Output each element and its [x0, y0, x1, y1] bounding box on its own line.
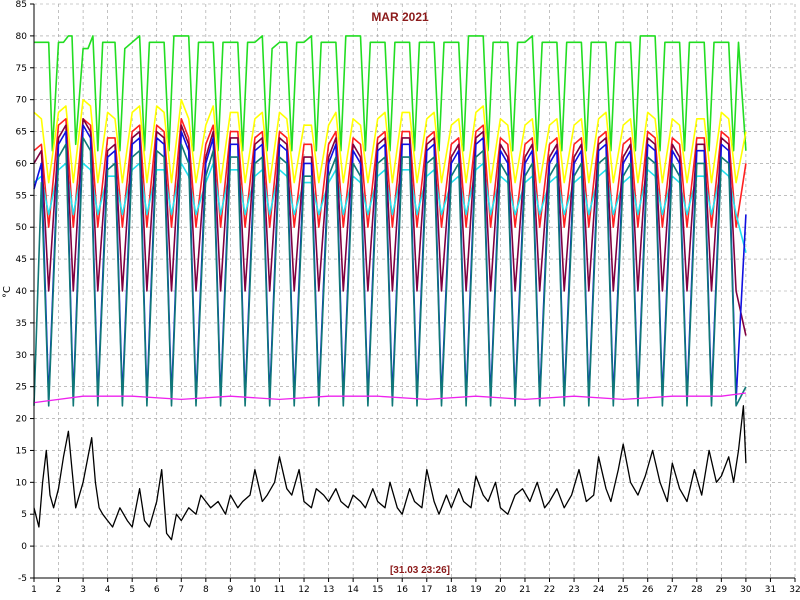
series-line-5 — [33, 118, 747, 336]
y-tick-label: 40 — [16, 287, 28, 297]
series-line-2 — [33, 98, 747, 184]
y-tick-label: 0 — [21, 542, 27, 552]
x-tick-label: 24 — [593, 585, 605, 595]
series-group — [33, 35, 747, 541]
x-tick-label: 11 — [274, 585, 285, 595]
x-tick-label: 25 — [617, 585, 628, 595]
grid — [33, 3, 796, 579]
x-tick-label: 15 — [372, 585, 383, 595]
y-tick-label: 60 — [16, 159, 28, 169]
y-tick-label: 15 — [16, 446, 27, 456]
x-tick-label: 26 — [642, 585, 654, 595]
x-tick-label: 30 — [740, 585, 752, 595]
axes — [30, 3, 796, 582]
x-tick-label: 13 — [323, 585, 334, 595]
x-tick-label: 10 — [249, 585, 261, 595]
x-tick-label: 17 — [421, 585, 432, 595]
y-tick-label: 85 — [16, 0, 27, 10]
y-tick-label: 10 — [16, 478, 28, 488]
tick-labels: 1 2 3 4 5 6 7 8 9 10 11 12 13 14 15 16 17 18 19 20 21 22 23 24 2… — [16, 0, 800, 595]
series-line-8 — [33, 392, 746, 404]
y-tick-label: -5 — [18, 574, 27, 584]
series-line-4 — [33, 162, 747, 253]
x-tick-label: 3 — [80, 585, 86, 595]
y-axis-label: °C — [2, 286, 13, 298]
x-tick-label: 6 — [154, 585, 160, 595]
y-tick-label: 80 — [16, 32, 28, 42]
y-tick-label: 45 — [16, 255, 27, 265]
x-tick-label: 5 — [129, 585, 135, 595]
x-tick-label: 29 — [716, 585, 728, 595]
y-tick-label: 25 — [16, 383, 27, 393]
x-tick-label: 20 — [495, 585, 507, 595]
x-tick-label: 28 — [691, 585, 703, 595]
x-tick-label: 19 — [470, 585, 482, 595]
x-tick-label: 14 — [347, 585, 359, 595]
series-line-7 — [33, 137, 747, 407]
x-tick-label: 16 — [396, 585, 408, 595]
y-tick-label: 20 — [16, 415, 28, 425]
series-line-1 — [34, 35, 747, 152]
x-tick-label: 18 — [446, 585, 458, 595]
x-tick-label: 23 — [568, 585, 579, 595]
timestamp-label: [31.03 23:26] — [390, 565, 450, 576]
y-tick-label: 75 — [16, 64, 27, 74]
y-tick-label: 55 — [16, 191, 27, 201]
x-tick-label: 27 — [667, 585, 678, 595]
x-tick-label: 32 — [789, 585, 800, 595]
chart-title: MAR 2021 — [371, 10, 429, 24]
y-tick-label: 35 — [16, 319, 27, 329]
y-tick-label: 30 — [16, 351, 28, 361]
x-tick-label: 1 — [31, 585, 37, 595]
x-tick-label: 22 — [544, 585, 555, 595]
x-tick-label: 8 — [203, 585, 209, 595]
x-tick-label: 2 — [56, 585, 62, 595]
y-tick-label: 5 — [21, 510, 27, 520]
y-tick-label: 50 — [16, 223, 28, 233]
y-tick-label: 70 — [16, 96, 28, 106]
series-line-9 — [33, 405, 747, 541]
x-tick-label: 9 — [228, 585, 234, 595]
x-tick-label: 31 — [765, 585, 776, 595]
y-tick-label: 65 — [16, 128, 27, 138]
series-line-3 — [33, 118, 747, 228]
x-tick-label: 21 — [519, 585, 530, 595]
x-tick-label: 12 — [298, 585, 309, 595]
x-tick-label: 4 — [105, 585, 111, 595]
x-tick-label: 7 — [178, 585, 184, 595]
